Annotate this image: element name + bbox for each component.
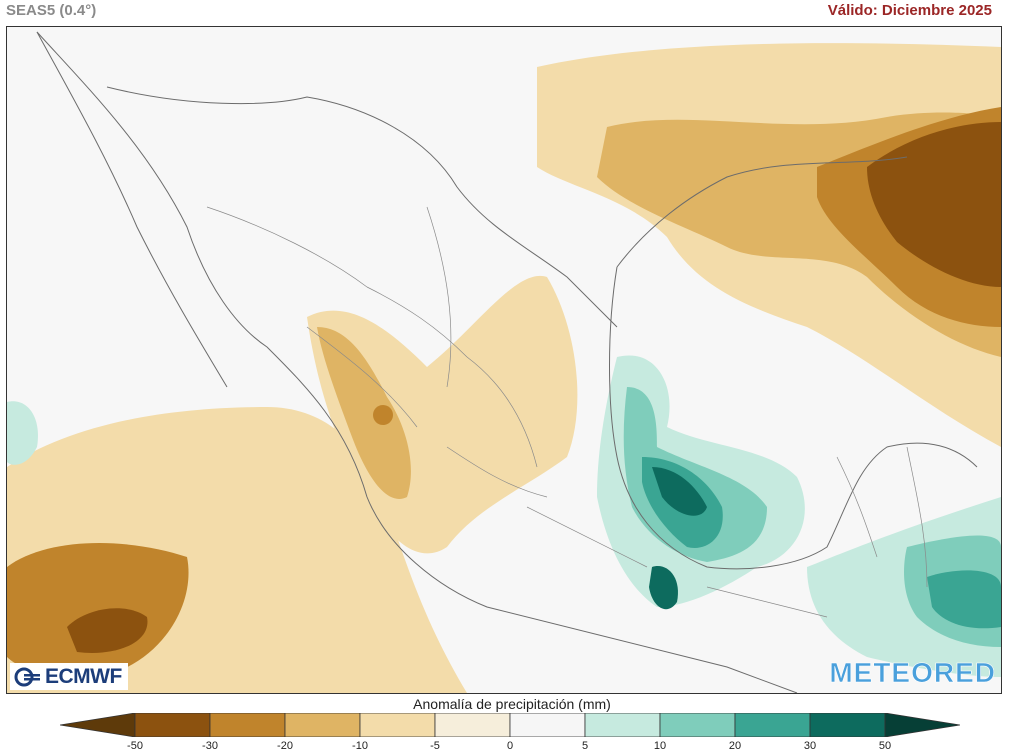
mexico-coastline	[36, 31, 798, 693]
gulf-coastline	[609, 266, 978, 570]
gulf-wet-core	[652, 467, 707, 516]
colorbar-tick-label: 30	[803, 740, 817, 752]
colorbar-tick-label: -20	[277, 740, 293, 752]
model-label: SEAS5 (0.4°)	[6, 2, 97, 19]
colorbar-segment	[434, 713, 511, 737]
colorbar-tick-label: 20	[728, 740, 742, 752]
colorbar-segment	[584, 713, 661, 737]
west-pacific-wet	[7, 401, 38, 465]
colorbar-segment	[209, 713, 286, 737]
state-borders	[206, 206, 928, 618]
ecmwf-logo-icon	[14, 667, 40, 687]
ecmwf-logo: ECMWF	[10, 663, 128, 690]
caribbean-wet-field-strong	[927, 570, 1001, 629]
colorbar-segment	[809, 713, 886, 737]
texas-coastline	[616, 156, 908, 268]
colorbar-tick-label: 10	[653, 740, 667, 752]
colorbar-tick-label: -30	[202, 740, 218, 752]
pacific-dry-core	[67, 608, 148, 653]
colorbar-extend-high	[884, 713, 960, 737]
land-outlines	[36, 31, 978, 693]
meteored-logo: METEORED	[829, 657, 996, 689]
colorbar-segment	[284, 713, 361, 737]
colorbar	[60, 713, 960, 737]
legend-title: Anomalía de precipitación (mm)	[413, 696, 611, 712]
precipitation-anomaly-map[interactable]: ECMWF METEORED	[6, 26, 1002, 694]
colorbar-segment	[359, 713, 436, 737]
isthmus-wet-core	[649, 566, 678, 610]
pacific-dry-field-strong	[7, 543, 189, 678]
colorbar-tick-label: -5	[430, 740, 440, 752]
ecmwf-logo-text: ECMWF	[45, 665, 122, 688]
colorbar-tick-label: -50	[127, 740, 143, 752]
colorbar-tick-label: -10	[352, 740, 368, 752]
colorbar-segment	[509, 713, 586, 737]
us-mexico-border	[106, 86, 618, 328]
baja-california-coastline	[36, 31, 228, 388]
anomaly-fields	[7, 43, 1001, 693]
colorbar-tick-label: 0	[506, 740, 514, 752]
colorbar-extend-low	[60, 713, 136, 737]
colorbar-segment	[659, 713, 736, 737]
colorbar-tick-label: 50	[878, 740, 892, 752]
gulf-dry-core	[867, 122, 1001, 287]
sierra-madre-dry-core	[373, 405, 393, 425]
sierra-madre-dry	[317, 327, 411, 499]
colorbar-tick-label: 5	[581, 740, 589, 752]
valid-date-label: Válido: Diciembre 2025	[827, 2, 992, 19]
colorbar-segment	[134, 713, 211, 737]
colorbar-segment	[734, 713, 811, 737]
